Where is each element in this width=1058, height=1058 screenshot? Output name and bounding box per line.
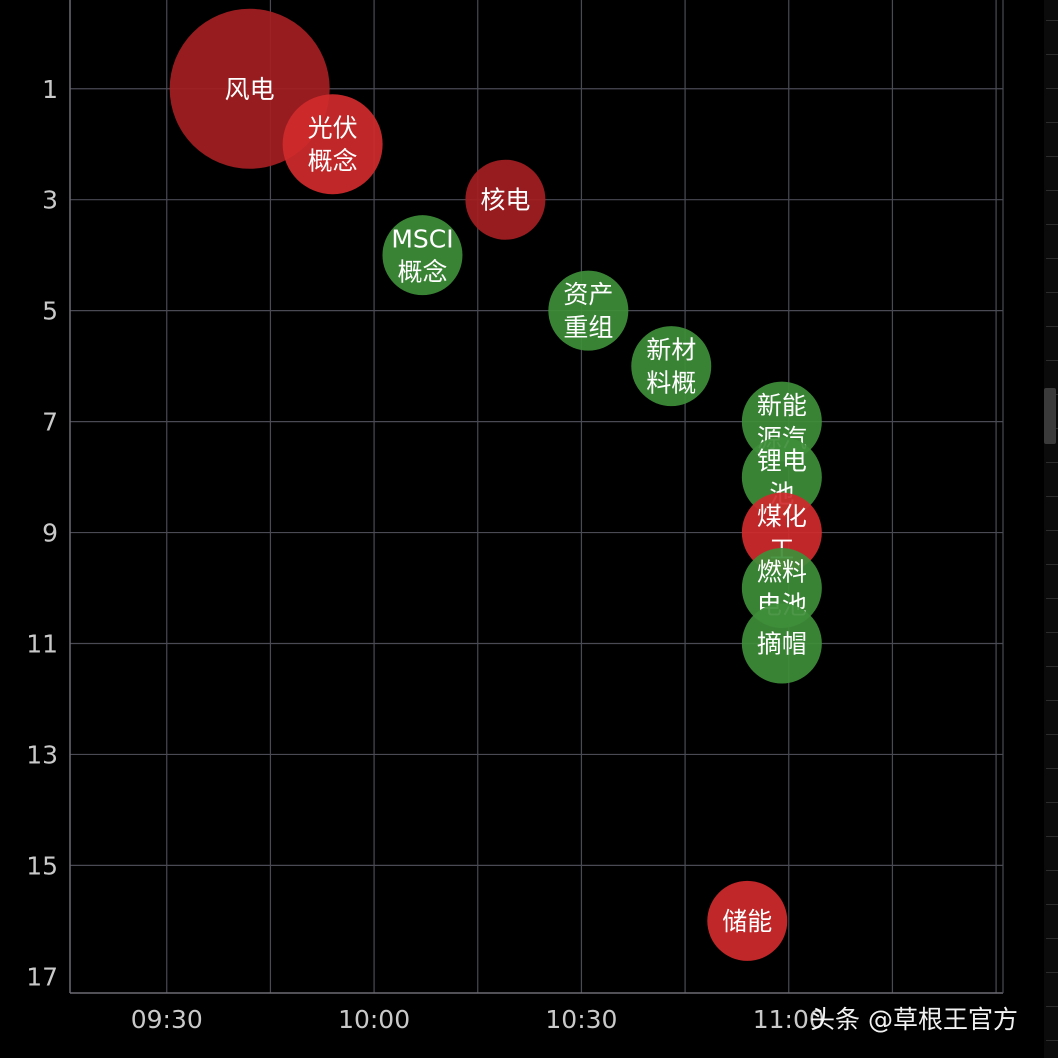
scrollbar-tick	[1046, 904, 1058, 905]
x-tick-label: 10:30	[545, 1005, 617, 1034]
scrollbar-tick	[1046, 360, 1058, 361]
y-tick-label: 9	[42, 519, 58, 548]
bubble-circle[interactable]	[631, 326, 712, 407]
scrollbar-tick	[1046, 802, 1058, 803]
x-tick-label: 10:00	[338, 1005, 410, 1034]
y-tick-label: 15	[26, 851, 58, 880]
bubble-label: 光伏概念	[308, 114, 358, 176]
scrollbar-tick	[1046, 768, 1058, 769]
scrollbar-tick	[1046, 938, 1058, 939]
bubble-label-line: 概念	[308, 147, 358, 176]
scrollbar-tick	[1046, 1006, 1058, 1007]
scrollbar-tick	[1046, 258, 1058, 259]
bubble-circle[interactable]	[707, 880, 788, 961]
scrollbar-tick	[1046, 20, 1058, 21]
bubble[interactable]: 摘帽	[741, 603, 822, 684]
bubble-circle[interactable]	[741, 603, 822, 684]
scrollbar-tick	[1046, 462, 1058, 463]
scrollbar-tick	[1046, 598, 1058, 599]
scrollbar-tick	[1046, 734, 1058, 735]
scrollbar-tick	[1046, 156, 1058, 157]
scrollbar-tick	[1046, 530, 1058, 531]
bubble[interactable]: 核电	[465, 159, 546, 240]
bubble-series: 风电光伏概念核电MSCI概念资产重组新材料概新能源汽锂电池煤化工燃料电池摘帽储能	[169, 8, 822, 961]
bubble-circle[interactable]	[465, 159, 546, 240]
bubble-label: 储能	[722, 907, 772, 936]
bubble-label: 新材料概	[646, 336, 696, 398]
scrollbar-tick	[1046, 972, 1058, 973]
scrollbar-tick	[1046, 496, 1058, 497]
scrollbar-ticks	[1044, 0, 1058, 1058]
bubble-circle[interactable]	[548, 270, 629, 351]
bubble[interactable]: 新材料概	[631, 326, 712, 407]
y-tick-label: 3	[42, 186, 58, 215]
scrollbar-tick	[1046, 632, 1058, 633]
scrollbar-tick	[1046, 564, 1058, 565]
bubble-label: 核电	[480, 186, 530, 215]
y-tick-label: 7	[42, 408, 58, 437]
bubble-label-line: MSCI	[391, 225, 453, 254]
bubble-label-line: 锂电	[757, 447, 807, 476]
scrollbar-thumb[interactable]	[1044, 388, 1056, 444]
bubble-circle[interactable]	[741, 492, 822, 573]
bubble-circle[interactable]	[741, 381, 822, 462]
bubble-label-line: 光伏	[308, 114, 358, 143]
bubble-label-line: 燃料	[757, 558, 807, 587]
scrollbar-tick	[1046, 870, 1058, 871]
y-tick-label: 17	[26, 962, 58, 991]
bubble[interactable]: MSCI 概念	[382, 215, 463, 296]
x-tick-label: 11:00	[753, 1005, 825, 1034]
y-tick-label: 1	[42, 75, 58, 104]
scrollbar-tick	[1046, 224, 1058, 225]
bubble-label: 摘帽	[757, 630, 807, 659]
bubble-label: MSCI 概念	[391, 225, 453, 287]
bubble-label-line: 新能	[757, 391, 807, 420]
bubble-circle[interactable]	[741, 548, 822, 629]
scrollbar-tick	[1046, 54, 1058, 55]
bubble-label-line: 摘帽	[757, 630, 807, 659]
x-tick-label: 09:30	[131, 1005, 203, 1034]
scrollbar-tick	[1046, 836, 1058, 837]
bubble-label-line: 概念	[397, 258, 447, 287]
scrollbar-tick	[1046, 700, 1058, 701]
bubble-label-line: 煤化	[757, 502, 807, 531]
bubble-label-line: 核电	[480, 186, 530, 215]
y-tick-label: 13	[26, 740, 58, 769]
watermark-text: 头条 @草根王官方	[810, 1005, 1018, 1034]
grid-lines	[70, 0, 1003, 993]
bubble-label: 资产重组	[563, 280, 613, 342]
y-tick-label: 11	[26, 630, 58, 659]
bubble-label-line: 重组	[563, 313, 613, 342]
bubble[interactable]: 资产重组	[548, 270, 629, 351]
bubble[interactable]: 光伏概念	[282, 94, 383, 195]
scrollbar-tick	[1046, 1040, 1058, 1041]
bubble-label-line: 储能	[722, 907, 772, 936]
bubble-label: 风电	[225, 75, 275, 104]
bubble-label-line: 风电	[225, 75, 275, 104]
bubble-label-line: 新材	[646, 336, 696, 365]
bubble-label-line: 料概	[646, 369, 696, 398]
bubble-circle[interactable]	[741, 437, 822, 518]
scrollbar-tick	[1046, 88, 1058, 89]
scrollbar-track[interactable]	[1044, 0, 1058, 1058]
scrollbar-tick	[1046, 666, 1058, 667]
bubble[interactable]: 储能	[707, 880, 788, 961]
bubble[interactable]: 煤化工	[741, 492, 822, 573]
bubble-circle[interactable]	[382, 215, 463, 296]
scrollbar-tick	[1046, 122, 1058, 123]
bubble-circle[interactable]	[282, 94, 383, 195]
scrollbar-tick	[1046, 292, 1058, 293]
scrollbar-tick	[1046, 190, 1058, 191]
scrollbar-tick	[1046, 326, 1058, 327]
bubble-label-line: 资产	[563, 280, 613, 309]
y-tick-label: 5	[42, 297, 58, 326]
